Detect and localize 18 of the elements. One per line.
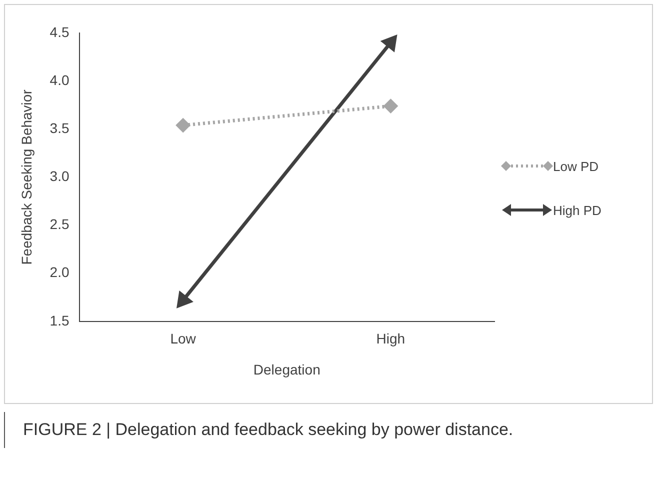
y-tick-label: 3.5: [50, 120, 70, 136]
point: [176, 292, 192, 308]
y-tick-label: 3.0: [50, 168, 70, 184]
x-axis-title: Delegation: [253, 361, 320, 378]
point: [382, 35, 397, 51]
y-tick-label: 4.5: [50, 24, 70, 40]
legend-label: High PD: [553, 202, 602, 218]
y-tick-label: 2.0: [50, 264, 70, 280]
x-tick-label: Low: [170, 330, 197, 347]
y-tick-label: 2.5: [50, 216, 70, 232]
caption: FIGURE 2 | Delegation and feedback seeking by power distance.: [4, 412, 514, 448]
x-tick-label: High: [376, 330, 406, 347]
point: [176, 118, 190, 132]
y-tick-label: 4.0: [50, 72, 70, 88]
y-axis-title: Feedback Seeking Behavior: [18, 89, 34, 265]
y-tick-label: 1.5: [50, 312, 70, 328]
point: [384, 99, 398, 113]
legend-label: Low PD: [553, 158, 599, 174]
